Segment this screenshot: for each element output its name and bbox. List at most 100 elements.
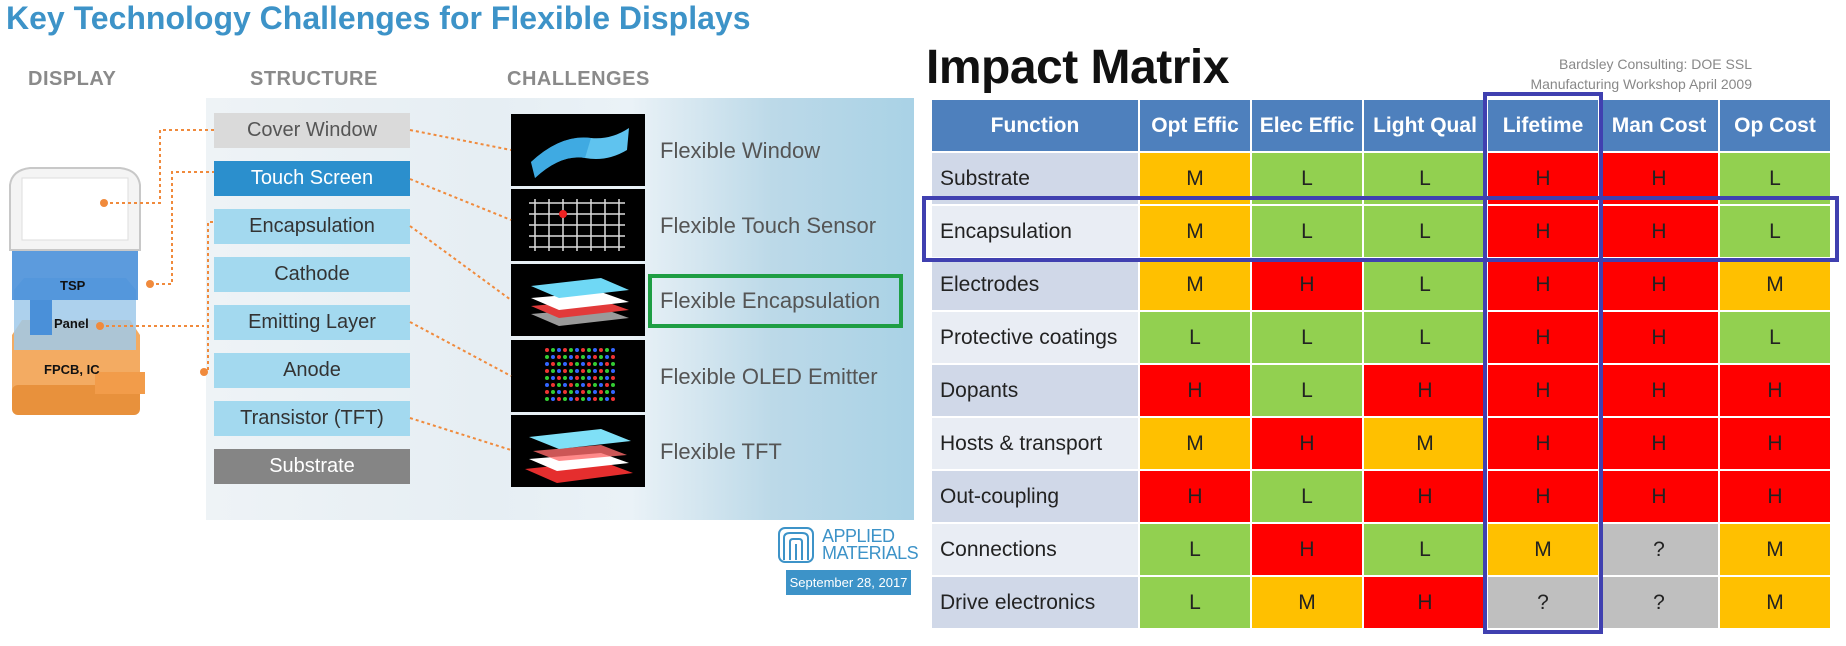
impact-cell: M	[1488, 524, 1598, 575]
impact-cell: ?	[1600, 577, 1718, 628]
impact-cell: L	[1364, 259, 1486, 310]
impact-matrix-title: Impact Matrix	[926, 41, 1229, 94]
encapsulation-row-highlight	[922, 196, 1839, 262]
impact-cell: H	[1488, 312, 1598, 363]
layer-encapsulation: Encapsulation	[214, 209, 410, 244]
impact-cell: L	[1720, 206, 1830, 257]
layer-anode: Anode	[214, 353, 410, 388]
layer-substrate: Substrate	[214, 449, 410, 484]
impact-cell: M	[1252, 577, 1362, 628]
impact-cell: H	[1364, 471, 1486, 522]
date-badge: September 28, 2017	[786, 570, 911, 595]
layer-emitting: Emitting Layer	[214, 305, 410, 340]
device-layer-illustration	[9, 167, 145, 415]
impact-cell: ?	[1488, 577, 1598, 628]
challenge-flexible-encapsulation: Flexible Encapsulation	[660, 288, 881, 313]
challenge-flexible-tft: Flexible TFT	[660, 439, 782, 464]
flexible-window-image	[511, 114, 645, 186]
column-header-light-qual: Light Qual	[1364, 100, 1486, 151]
column-header-man-cost: Man Cost	[1600, 100, 1718, 151]
impact-cell: H	[1600, 418, 1718, 469]
challenge-flexible-oled-emitter: Flexible OLED Emitter	[660, 364, 878, 389]
challenge-flexible-window: Flexible Window	[660, 138, 821, 163]
tsp-label: TSP	[60, 278, 86, 293]
row-label: Out-coupling	[932, 471, 1138, 522]
source-credit: Bardsley Consulting: DOE SSL Manufacturi…	[1530, 56, 1752, 92]
impact-cell: H	[1488, 365, 1598, 416]
impact-cell: H	[1364, 577, 1486, 628]
row-label: Protective coatings	[932, 312, 1138, 363]
connector-lines	[96, 129, 512, 451]
impact-cell: L	[1140, 524, 1250, 575]
impact-cell: H	[1488, 153, 1598, 204]
impact-cell: H	[1600, 153, 1718, 204]
layer-transistor: Transistor (TFT)	[214, 401, 410, 436]
impact-cell: H	[1488, 471, 1598, 522]
impact-cell: L	[1252, 206, 1362, 257]
rgb-dot-matrix-image	[511, 340, 645, 412]
impact-cell: H	[1720, 418, 1830, 469]
table-row: Out-coupling H L H H H H	[932, 471, 1830, 522]
impact-cell: H	[1600, 206, 1718, 257]
impact-cell: L	[1140, 312, 1250, 363]
impact-cell: ?	[1600, 524, 1718, 575]
impact-cell: M	[1720, 577, 1830, 628]
challenge-flexible-touch-sensor: Flexible Touch Sensor	[660, 213, 877, 238]
impact-cell: L	[1252, 365, 1362, 416]
table-row: Electrodes M H L H H M	[932, 259, 1830, 310]
impact-cell: M	[1364, 418, 1486, 469]
impact-cell: H	[1252, 524, 1362, 575]
layer-cathode: Cathode	[214, 257, 410, 292]
impact-cell: H	[1140, 471, 1250, 522]
layer-cover-window: Cover Window	[214, 113, 410, 148]
impact-cell: H	[1364, 365, 1486, 416]
table-row: Substrate M L L H H L	[932, 153, 1830, 204]
impact-cell: H	[1140, 365, 1250, 416]
row-label: Hosts & transport	[932, 418, 1138, 469]
row-label: Encapsulation	[932, 206, 1138, 257]
impact-matrix-slide: Impact Matrix Bardsley Consulting: DOE S…	[920, 0, 1846, 646]
layer-touch-screen: Touch Screen	[214, 161, 410, 196]
row-label: Substrate	[932, 153, 1138, 204]
table-row: Connections L H L M? M	[932, 524, 1830, 575]
impact-matrix-table: Function Opt Effic Elec Effic Light Qual Lif…	[930, 98, 1832, 630]
column-header-lifetime: Lifetime	[1488, 100, 1598, 151]
impact-cell: H	[1600, 312, 1718, 363]
structure-column-header: STRUCTURE	[250, 68, 378, 90]
table-row: Dopants H L H H H H	[932, 365, 1830, 416]
impact-cell: H	[1252, 259, 1362, 310]
impact-cell: L	[1720, 153, 1830, 204]
impact-cell: H	[1720, 471, 1830, 522]
impact-cell: H	[1488, 206, 1598, 257]
impact-cell: M	[1140, 259, 1250, 310]
touch-sensor-grid-image	[511, 189, 645, 261]
column-header-elec-effic: Elec Effic	[1252, 100, 1362, 151]
column-header-function: Function	[932, 100, 1138, 151]
row-label: Dopants	[932, 365, 1138, 416]
row-label: Connections	[932, 524, 1138, 575]
impact-cell: H	[1600, 471, 1718, 522]
challenges-column-header: CHALLENGES	[507, 68, 650, 90]
impact-cell: H	[1488, 418, 1598, 469]
flexible-displays-slide: Key Technology Challenges for Flexible D…	[0, 0, 920, 646]
layer-stack-image	[511, 264, 645, 336]
impact-cell: L	[1140, 577, 1250, 628]
impact-cell: H	[1488, 259, 1598, 310]
table-row: Hosts & transport M H M H H H	[932, 418, 1830, 469]
impact-cell: L	[1364, 153, 1486, 204]
table-row: Protective coatings L L L H H L	[932, 312, 1830, 363]
impact-cell: H	[1600, 365, 1718, 416]
applied-materials-wordmark: APPLIED MATERIALS	[822, 526, 919, 563]
impact-cell: M	[1720, 524, 1830, 575]
encapsulation-highlight-box	[648, 274, 903, 328]
impact-cell: M	[1140, 418, 1250, 469]
impact-cell: L	[1364, 206, 1486, 257]
column-header-op-cost: Op Cost	[1720, 100, 1830, 151]
impact-cell: H	[1600, 259, 1718, 310]
impact-cell: H	[1720, 365, 1830, 416]
panel-label: Panel	[54, 316, 89, 331]
impact-cell: L	[1364, 524, 1486, 575]
impact-cell: L	[1252, 471, 1362, 522]
impact-cell: H	[1252, 418, 1362, 469]
tft-layer-stack-image	[511, 415, 645, 487]
